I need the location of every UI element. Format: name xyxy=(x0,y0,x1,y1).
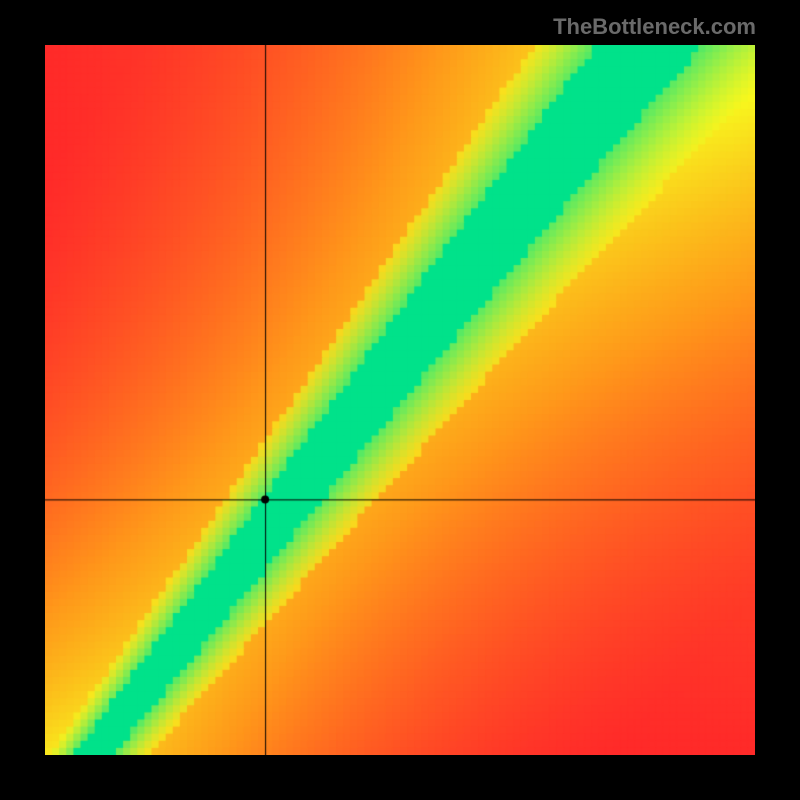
watermark-text: TheBottleneck.com xyxy=(553,14,756,40)
heatmap-plot xyxy=(45,45,755,755)
chart-container: TheBottleneck.com xyxy=(0,0,800,800)
